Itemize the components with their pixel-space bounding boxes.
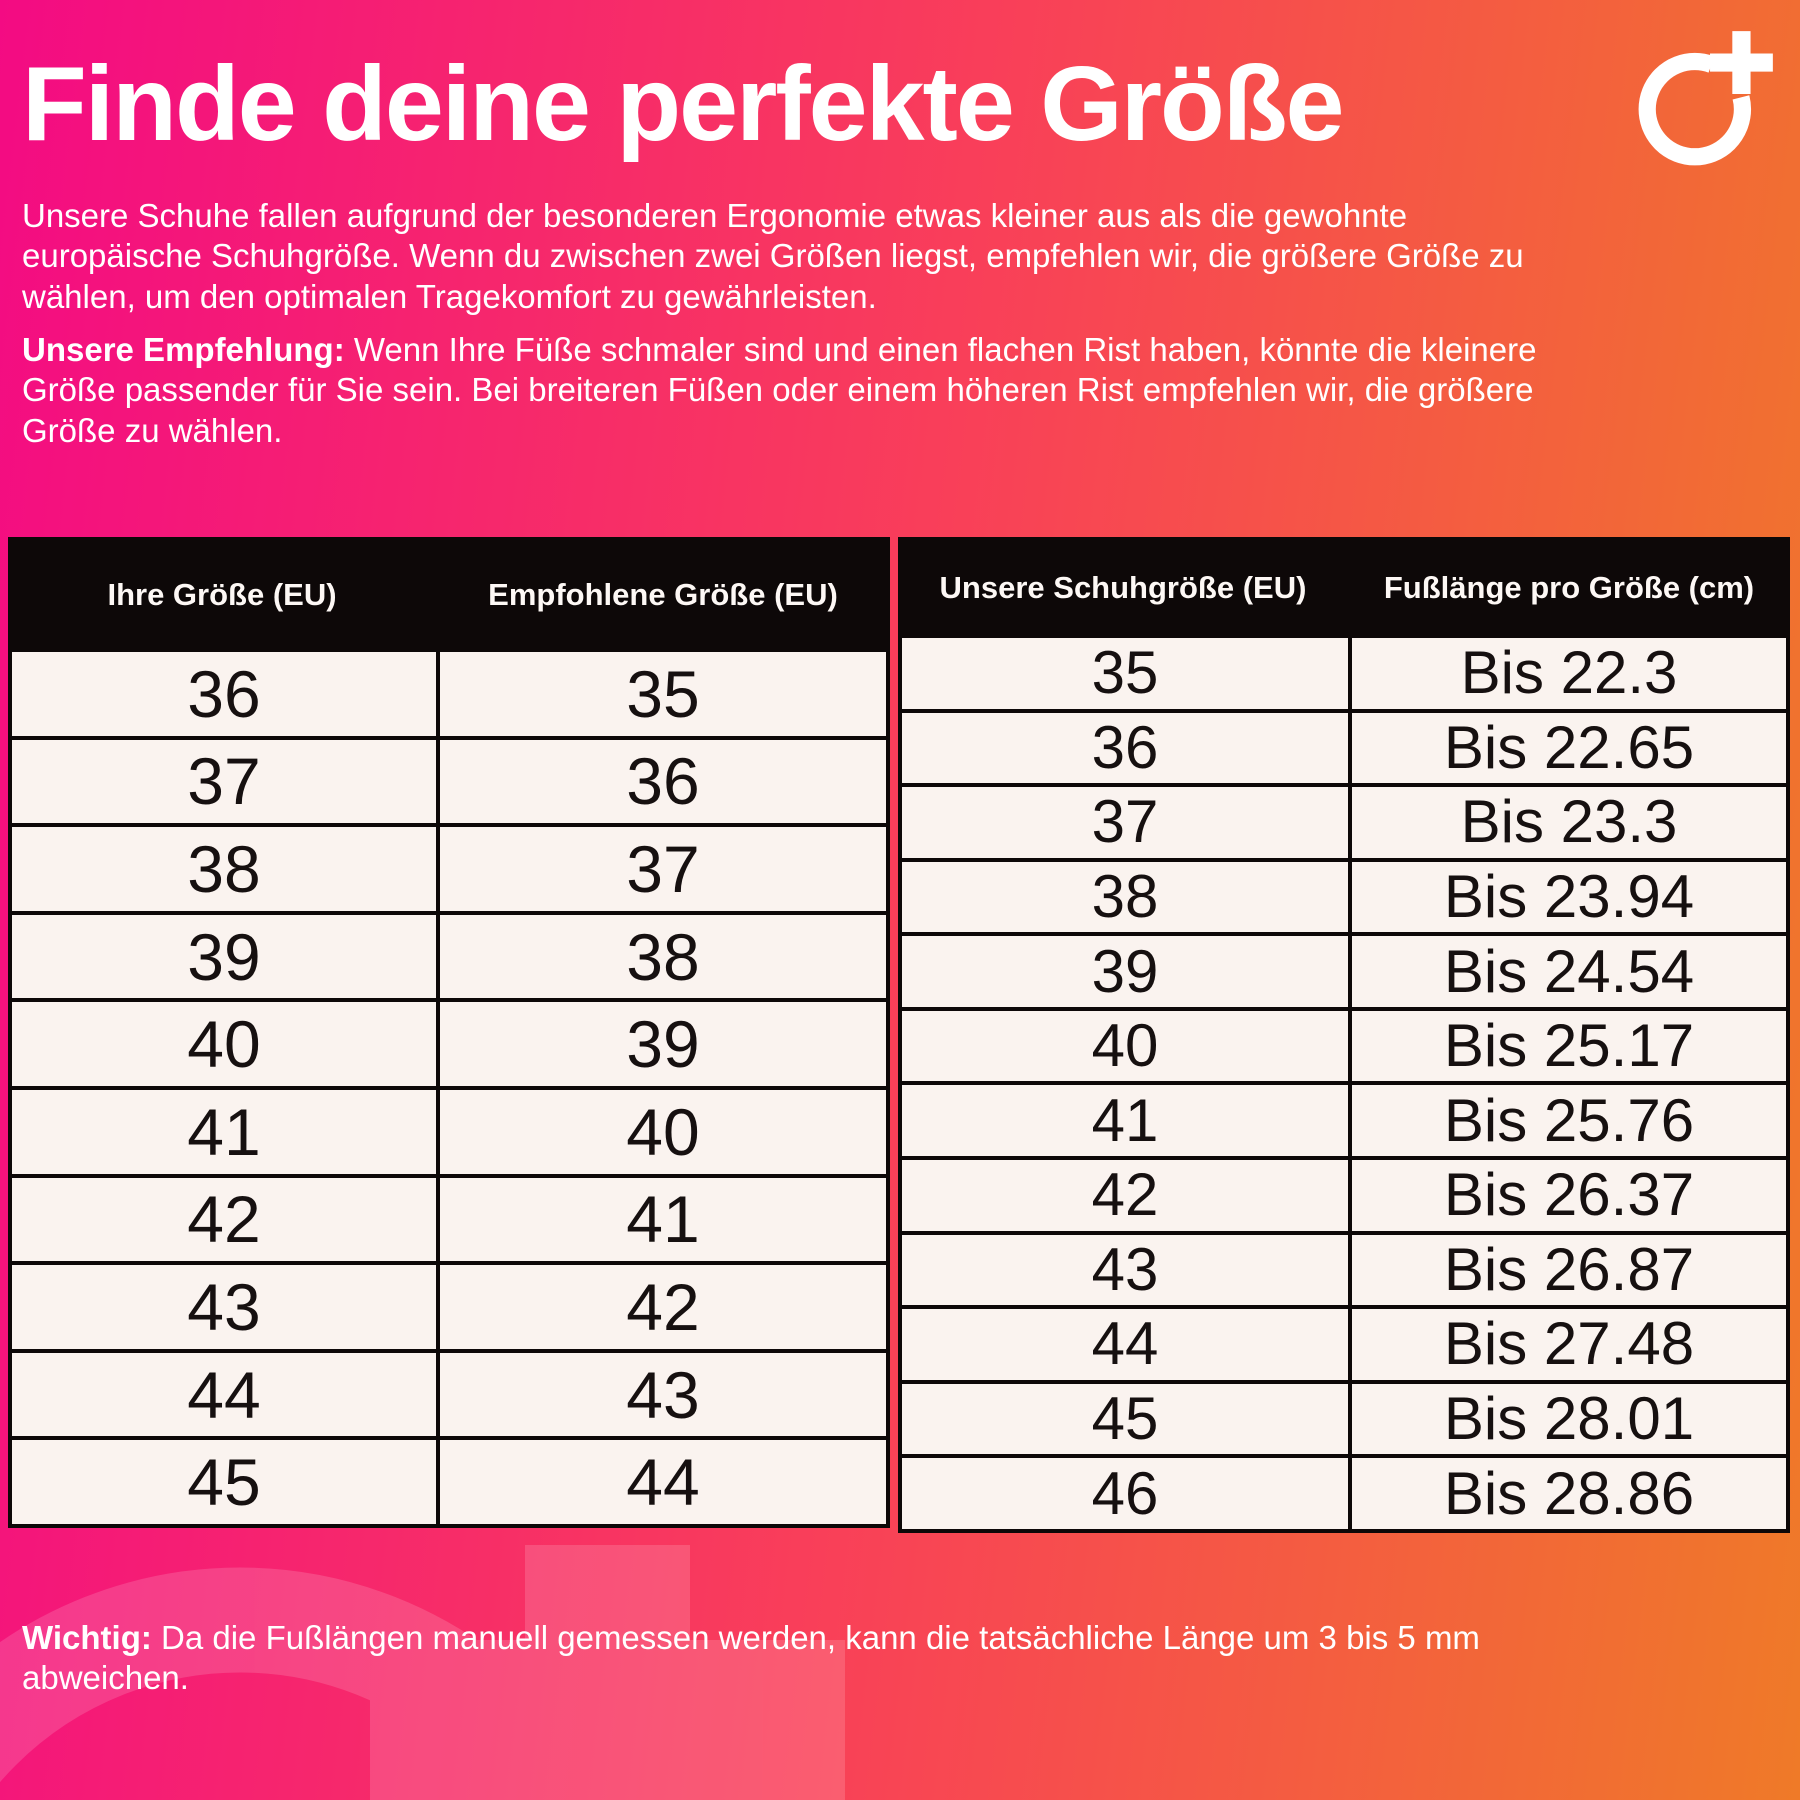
table-cell: 37: [902, 787, 1352, 858]
table-body: 35 Bis 22.3 36 Bis 22.65 37 Bis 23.3 38 Bis 23.…: [898, 638, 1790, 1533]
table-cell: 41: [902, 1085, 1352, 1157]
intro-paragraph: Unsere Schuhe fallen aufgrund der besond…: [22, 197, 1524, 315]
table-cell: Bis 28.01: [1443, 1385, 1695, 1453]
column-header: Empfohlene Größe (EU): [488, 576, 838, 612]
table-row: 42 41: [12, 1173, 886, 1262]
table-header-row: Unsere Schuhgröße (EU) Fußlänge pro Größe…: [898, 537, 1790, 638]
table-body: 36 35 37 36 38 37 39 38 40 39 41 40 42 41 43 42 44 43 45 44: [8, 652, 890, 1528]
table-cell: 43: [902, 1234, 1352, 1306]
table-cell: Bis 26.37: [1443, 1161, 1695, 1229]
table-row: 37 36: [12, 735, 886, 824]
table-cell: 41: [626, 1182, 700, 1257]
table-cell: 38: [12, 827, 440, 911]
table-cell: 35: [626, 656, 700, 731]
table-cell: 41: [12, 1089, 440, 1174]
table-cell: 39: [12, 914, 440, 999]
table-cell: 42: [626, 1269, 700, 1344]
table-cell: 40: [902, 1010, 1352, 1082]
table-cell: 40: [12, 1002, 440, 1086]
table-cell: 46: [902, 1458, 1352, 1529]
table-row: 40 Bis 25.17: [902, 1006, 1786, 1082]
table-cell: 42: [12, 1177, 440, 1262]
table-row: 43 42: [12, 1261, 886, 1349]
table-row: 43 Bis 26.87: [902, 1230, 1786, 1306]
table-cell: 38: [902, 861, 1352, 933]
o-plus-logo-icon: [1638, 31, 1773, 166]
table-cell: Bis 26.87: [1443, 1235, 1695, 1303]
table-cell: 36: [902, 712, 1352, 784]
logo-plus: [1710, 31, 1773, 94]
note-label: Wichtig:: [22, 1619, 152, 1656]
table-cell: 36: [626, 744, 700, 819]
table-cell: 44: [12, 1352, 440, 1437]
table-row: 42 Bis 26.37: [902, 1156, 1786, 1231]
table-cell: 36: [12, 652, 440, 736]
column-header: Fußlänge pro Größe (cm): [1383, 569, 1755, 605]
table-cell: 45: [12, 1440, 440, 1524]
table-row: 37 Bis 23.3: [902, 783, 1786, 858]
note-text: Da die Fußlängen manuell gemessen werden…: [22, 1619, 1480, 1697]
table-cell: Bis 25.76: [1443, 1086, 1695, 1154]
table-cell: 43: [12, 1265, 440, 1349]
table-cell: Bis 27.48: [1443, 1310, 1695, 1378]
recommendation-text: Wenn Ihre Füße schmaler sind und einen f…: [22, 331, 1537, 449]
table-row: 44 43: [12, 1348, 886, 1437]
logo-ring: [1638, 52, 1752, 166]
table-cell: 42: [902, 1160, 1352, 1231]
table-header-row: Ihre Größe (EU) Empfohlene Größe (EU): [8, 537, 890, 652]
table-row: 39 38: [12, 910, 886, 999]
table-cell: Bis 22.3: [1460, 639, 1678, 707]
table-cell: 35: [902, 638, 1352, 709]
note-paragraph: Wichtig: Da die Fußlängen manuell gemess…: [22, 1618, 1567, 1699]
table-row: 40 39: [12, 998, 886, 1086]
size-conversion-table: Ihre Größe (EU) Empfohlene Größe (EU) 36 3…: [8, 537, 890, 1528]
table-cell: Bis 22.65: [1443, 713, 1695, 781]
recommendation-label: Unsere Empfehlung:: [22, 331, 345, 368]
recommendation-paragraph: Unsere Empfehlung: Wenn Ihre Füße schmal…: [22, 330, 1582, 451]
table-row: 41 Bis 25.76: [902, 1081, 1786, 1157]
table-cell: Bis 28.86: [1443, 1459, 1695, 1527]
table-row: 36 Bis 22.65: [902, 708, 1786, 784]
table-cell: 39: [902, 936, 1352, 1007]
table-row: 36 35: [12, 652, 886, 736]
page-title: Finde deine perfekte Größe: [22, 45, 1344, 163]
table-cell: 39: [626, 1007, 700, 1082]
table-row: 38 37: [12, 823, 886, 911]
column-header: Unsere Schuhgröße (EU): [939, 569, 1307, 605]
table-row: 46 Bis 28.86: [902, 1454, 1786, 1529]
table-cell: 37: [626, 831, 700, 906]
table-row: 45 44: [12, 1436, 886, 1524]
table-cell: 40: [626, 1094, 700, 1169]
table-row: 41 40: [12, 1085, 886, 1174]
table-cell: 44: [626, 1445, 700, 1520]
table-cell: Bis 23.3: [1460, 788, 1678, 856]
table-cell: Bis 24.54: [1443, 937, 1695, 1005]
table-cell: 44: [902, 1309, 1352, 1380]
table-cell: Bis 25.17: [1443, 1012, 1695, 1080]
table-cell: 45: [902, 1383, 1352, 1455]
table-cell: Bis 23.94: [1443, 863, 1695, 931]
table-row: 39 Bis 24.54: [902, 932, 1786, 1007]
table-row: 44 Bis 27.48: [902, 1305, 1786, 1380]
table-cell: 38: [626, 919, 700, 994]
foot-length-table: Unsere Schuhgröße (EU) Fußlänge pro Größe…: [898, 537, 1790, 1533]
table-row: 45 Bis 28.01: [902, 1379, 1786, 1455]
column-header: Ihre Größe (EU): [107, 576, 337, 612]
table-row: 35 Bis 22.3: [902, 638, 1786, 709]
table-cell: 43: [626, 1357, 700, 1432]
table-cell: 37: [12, 739, 440, 824]
table-row: 38 Bis 23.94: [902, 857, 1786, 933]
